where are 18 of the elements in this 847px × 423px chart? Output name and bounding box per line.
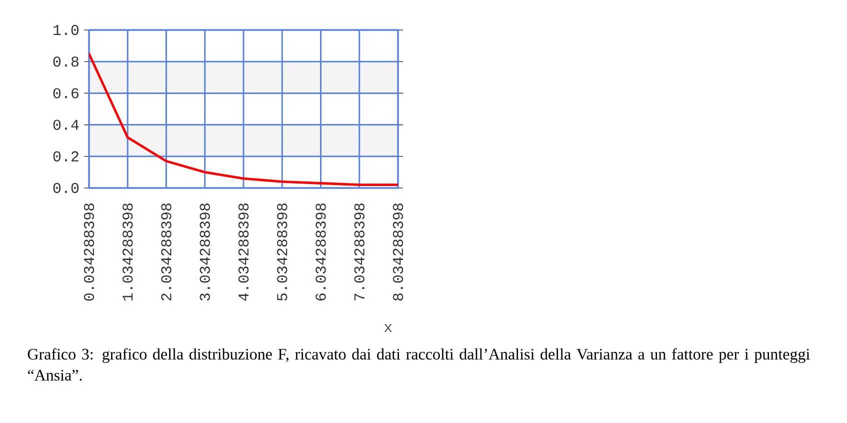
y-tick-label: 0.6	[53, 88, 79, 98]
x-tick-label: 4.034288398	[238, 204, 249, 301]
x-tick-label: 1.034288398	[122, 204, 133, 300]
x-tick-label: 3.034288398	[200, 204, 210, 301]
x-tick-label: 2.034288398	[161, 204, 172, 300]
y-tick-label: 0.0	[53, 182, 79, 194]
x-tick-label: 7.034288398	[354, 204, 364, 300]
text: Grafico 3: grafico della distribuzione F, ricavato dai dati raccolti dall’Analisi della Varianza a un fattore per i punteggi “Ansia”.	[28, 348, 810, 381]
line-series	[89, 52, 398, 186]
x-tick-label: 5.034288398	[277, 204, 288, 301]
y-tick-label: 0.4	[53, 120, 79, 130]
y-tick-label: 1.0	[54, 24, 79, 36]
y-tick-label: 0.8	[53, 56, 78, 67]
x-tick-label: 0.034288398	[84, 204, 94, 301]
x-tick-label: 6.034288398	[316, 204, 326, 300]
y-tick-label: 0.2	[53, 151, 78, 162]
x-axis-title: x	[384, 324, 392, 332]
x-tick-label: 8.034288398	[392, 204, 404, 301]
